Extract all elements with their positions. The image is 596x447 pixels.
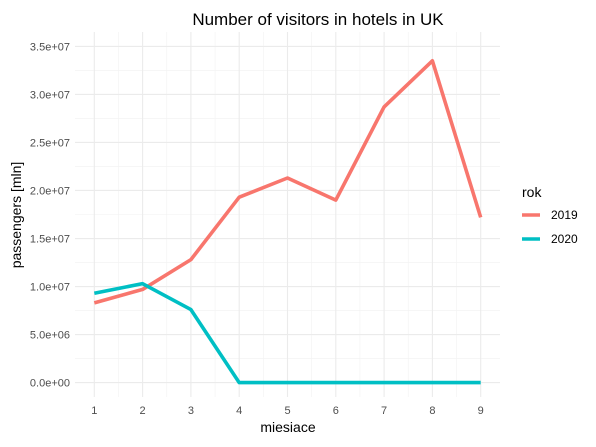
x-tick-label: 2 <box>140 405 146 417</box>
y-axis-tick-labels: 0.0e+00 5.0e+06 1.0e+07 1.5e+07 2.0e+07 2.5e+… <box>30 41 70 389</box>
x-axis-title: miesiace <box>260 419 315 435</box>
x-tick-label: 3 <box>188 405 194 417</box>
y-axis-title: passengers [mln] <box>8 162 24 269</box>
series-line-2019 <box>93 59 483 305</box>
x-tick-label: 9 <box>478 405 484 417</box>
y-tick-label: 5.0e+06 <box>30 330 70 342</box>
y-tick-label: 1.5e+07 <box>30 234 70 246</box>
y-tick-label: 3.0e+07 <box>30 89 70 101</box>
x-tick-label: 4 <box>236 405 242 417</box>
series-lines <box>93 59 483 385</box>
y-tick-label: 2.0e+07 <box>30 185 70 197</box>
y-tick-label: 0.0e+00 <box>30 378 70 390</box>
legend-label: 2020 <box>551 232 578 246</box>
y-tick-label: 1.0e+07 <box>30 282 70 294</box>
x-tick-label: 7 <box>381 405 387 417</box>
x-tick-label: 5 <box>284 405 290 417</box>
legend-item-2019: 2019 <box>521 206 578 224</box>
x-tick-label: 1 <box>91 405 97 417</box>
x-axis-tick-labels: 1 2 3 4 5 6 7 8 9 <box>91 405 483 417</box>
legend-label: 2019 <box>551 208 578 222</box>
chart-title: Number of visitors in hotels in UK <box>192 10 444 29</box>
legend-item-2020: 2020 <box>521 230 578 248</box>
major-gridlines <box>75 32 500 397</box>
legend: rok 2019 2020 <box>521 184 578 248</box>
x-tick-label: 8 <box>429 405 435 417</box>
series-line-2020 <box>93 281 481 385</box>
x-tick-label: 6 <box>333 405 339 417</box>
legend-title: rok <box>522 184 542 200</box>
y-tick-label: 3.5e+07 <box>30 41 70 53</box>
legend-items: 2019 2020 <box>521 206 578 248</box>
y-tick-label: 2.5e+07 <box>30 137 70 149</box>
